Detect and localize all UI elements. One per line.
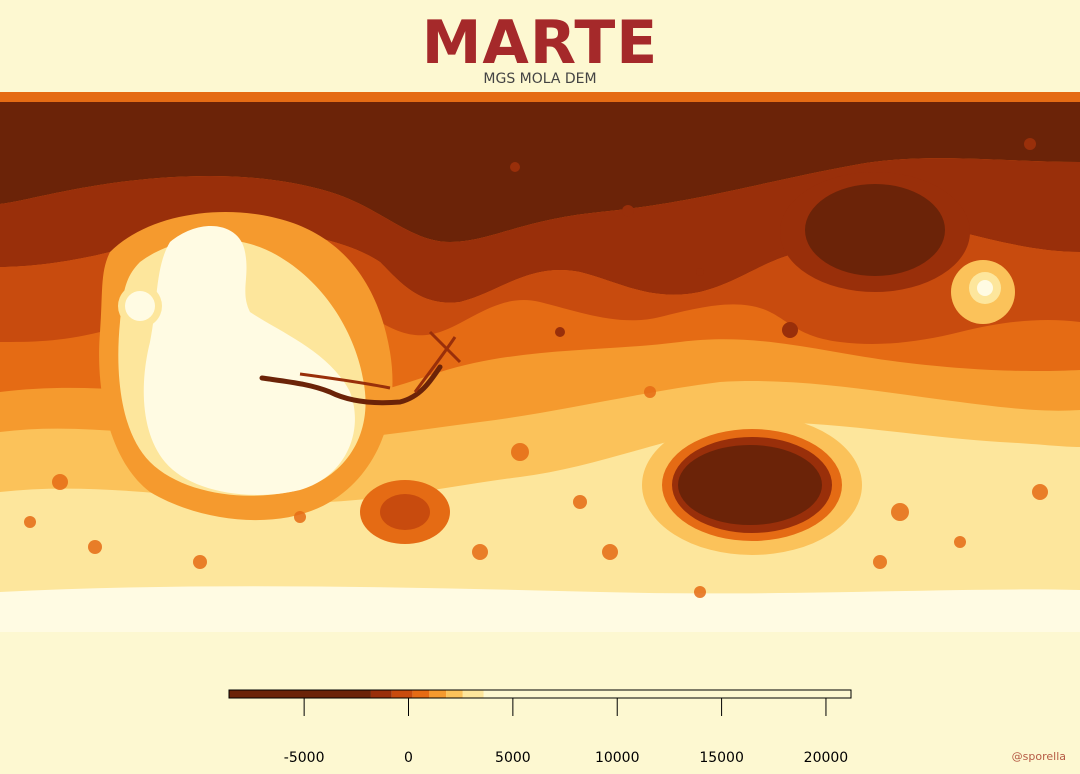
argyre-basin [380,494,430,530]
utopia-basin [805,184,945,276]
legend-band-6 [463,690,484,698]
author-credit: @sporella [1012,750,1066,763]
map-title: MARTE [0,8,1080,78]
legend-band-7 [484,690,851,698]
olympus-mons [125,291,155,321]
elevation-legend: -5000 0 5000 10000 15000 20000 [0,680,1080,774]
legend-band-3 [413,690,430,698]
legend-band-0 [229,690,371,698]
legend-tick-label-0: -5000 [284,750,325,766]
elevation-map [0,92,1080,632]
legend-tick-label-1: 0 [404,750,413,766]
legend-colorbar [229,690,851,698]
hellas-basin [678,445,822,525]
map-subtitle: MGS MOLA DEM [0,71,1080,87]
legend-ticks: -5000 0 5000 10000 15000 20000 [284,698,848,766]
legend-band-2 [392,690,413,698]
legend-band-5 [446,690,463,698]
south-polar-cap [0,586,1080,632]
legend-band-4 [429,690,446,698]
legend-band-1 [371,690,392,698]
north-polar-band [0,92,1080,102]
legend-tick-label-4: 15000 [699,750,744,766]
legend-tick-label-2: 5000 [495,750,531,766]
legend-tick-label-5: 20000 [804,750,849,766]
elysium-summit [977,280,993,296]
legend-tick-label-3: 10000 [595,750,640,766]
